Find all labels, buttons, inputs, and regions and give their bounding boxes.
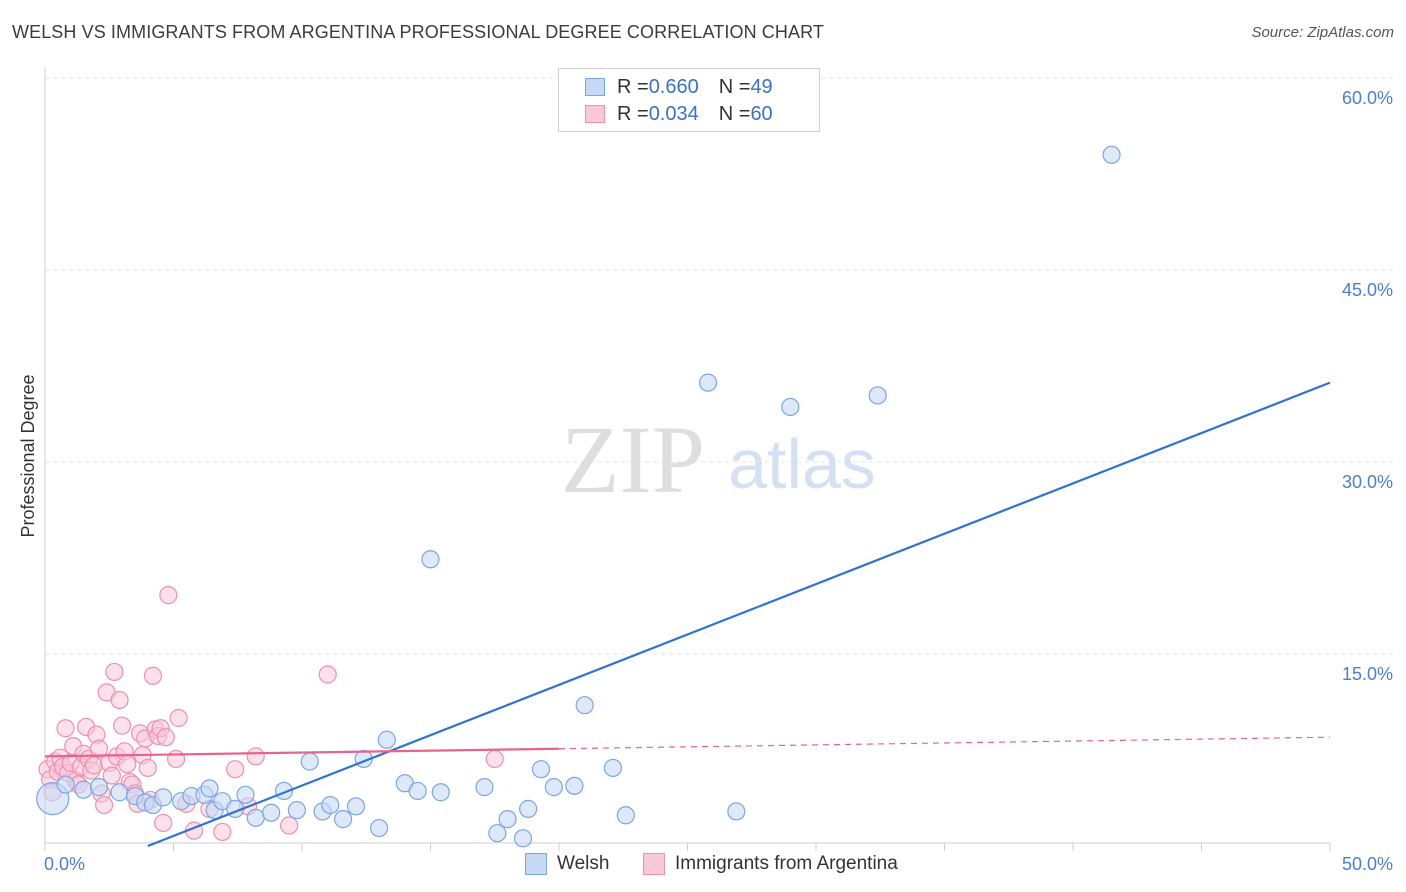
point-welsh-27	[370, 818, 389, 838]
point-welsh-42	[616, 806, 635, 825]
series-welsh-points	[36, 145, 1121, 848]
point-argentina-48	[166, 749, 186, 769]
point-welsh-46	[781, 397, 800, 417]
point-welsh-12	[200, 779, 219, 798]
point-welsh-28	[377, 730, 396, 749]
point-welsh-2	[74, 780, 93, 799]
point-welsh-23	[321, 795, 340, 815]
legend-welsh-r-label: R =	[617, 75, 649, 98]
point-welsh-37	[531, 760, 551, 779]
legend-argentina-r-label: R =	[617, 102, 649, 125]
point-welsh-40	[575, 696, 594, 715]
point-welsh-4	[110, 783, 129, 802]
legend-swatch-welsh	[585, 78, 605, 96]
point-argentina-25	[102, 766, 121, 785]
trend-lines	[44, 381, 1331, 848]
trend-line-welsh	[147, 381, 1331, 848]
trend-line-argentina-solid	[44, 747, 560, 758]
legend: R = 0.660 N = 49 R = 0.034 N = 60	[558, 68, 820, 132]
x-tick-label-1: 50.0%	[1342, 854, 1393, 874]
watermark-zip: ZIP	[561, 406, 705, 513]
point-argentina-18	[84, 756, 103, 775]
y-tick-label-2: 45.0%	[1342, 280, 1393, 300]
legend-argentina-r-value: 0.034	[648, 102, 699, 125]
point-welsh-34	[498, 810, 517, 829]
watermark: ZIP atlas	[561, 406, 876, 513]
point-argentina-47	[159, 586, 178, 605]
legend-row-argentina: R = 0.034 N = 60	[585, 101, 773, 127]
point-welsh-36	[519, 799, 538, 818]
trend-line-argentina-dashed	[558, 736, 1331, 750]
point-argentina-58	[318, 665, 337, 684]
point-argentina-31	[118, 754, 137, 774]
point-welsh-24	[334, 810, 353, 829]
point-argentina-45	[154, 813, 173, 833]
point-welsh-39	[565, 776, 584, 795]
bottom-legend-swatch-argentina	[643, 853, 665, 875]
point-welsh-32	[475, 778, 494, 797]
point-welsh-48	[1102, 145, 1121, 164]
legend-row-welsh: R = 0.660 N = 49	[585, 74, 773, 100]
point-argentina-49	[169, 708, 188, 728]
point-argentina-56	[246, 747, 265, 766]
point-argentina-29	[112, 716, 132, 735]
point-argentina-7	[56, 719, 75, 738]
bottom-legend: Welsh Immigrants from Argentina	[0, 851, 1406, 879]
point-welsh-25	[346, 797, 366, 816]
point-welsh-38	[544, 778, 563, 797]
legend-welsh-n-value: 49	[750, 75, 773, 98]
point-welsh-8	[154, 788, 173, 807]
point-welsh-3	[89, 778, 109, 797]
point-welsh-47	[868, 386, 887, 405]
point-argentina-20	[89, 739, 109, 758]
legend-welsh-n-label: N =	[718, 75, 751, 98]
legend-swatch-argentina	[585, 105, 605, 123]
point-welsh-44	[421, 550, 440, 569]
point-welsh-1	[56, 775, 75, 794]
point-welsh-17	[246, 808, 265, 827]
legend-argentina-n-value: 60	[750, 102, 773, 125]
point-argentina-54	[226, 760, 245, 779]
point-welsh-45	[698, 373, 718, 392]
point-argentina-53	[213, 822, 232, 842]
point-argentina-28	[110, 690, 129, 710]
point-argentina-57	[280, 816, 299, 835]
series-argentina-points	[38, 586, 504, 842]
point-welsh-21	[300, 752, 319, 771]
x-tick-label-0: 0.0%	[44, 854, 85, 874]
y-tick-label-1: 30.0%	[1342, 472, 1393, 492]
y-tick-label-3: 60.0%	[1342, 88, 1393, 108]
bottom-legend-argentina: Immigrants from Argentina	[643, 853, 898, 875]
axes	[44, 68, 1331, 851]
chart-title: WELSH VS IMMIGRANTS FROM ARGENTINA PROFE…	[12, 22, 824, 42]
point-argentina-39	[138, 758, 157, 778]
point-argentina-22	[95, 795, 114, 815]
y-axis-title: Professional Degree	[18, 374, 38, 537]
point-welsh-30	[408, 781, 427, 801]
source-credit: Source: ZipAtlas.com	[1251, 24, 1394, 41]
point-welsh-18	[262, 803, 281, 822]
bottom-legend-welsh: Welsh	[525, 853, 609, 875]
point-argentina-59	[485, 749, 504, 769]
point-welsh-35	[513, 829, 533, 848]
gridlines	[45, 77, 1395, 655]
bottom-legend-swatch-welsh	[525, 853, 547, 875]
point-argentina-46	[156, 728, 175, 747]
legend-welsh-r-value: 0.660	[648, 75, 699, 98]
bottom-legend-label-welsh: Welsh	[557, 853, 610, 874]
point-welsh-41	[603, 758, 623, 778]
point-argentina-41	[143, 666, 163, 685]
tick-labels: 15.0% 30.0% 45.0% 60.0% 0.0% 50.0%	[44, 88, 1393, 874]
point-welsh-43	[727, 802, 746, 821]
legend-argentina-n-label: N =	[718, 102, 751, 125]
point-welsh-31	[431, 783, 450, 802]
point-welsh-20	[287, 801, 306, 820]
bottom-legend-label-argentina: Immigrants from Argentina	[675, 853, 898, 874]
point-argentina-26	[105, 662, 124, 682]
point-welsh-33	[488, 824, 507, 843]
point-welsh-16	[236, 785, 255, 804]
y-tick-label-0: 15.0%	[1342, 664, 1393, 684]
watermark-atlas: atlas	[728, 425, 876, 503]
